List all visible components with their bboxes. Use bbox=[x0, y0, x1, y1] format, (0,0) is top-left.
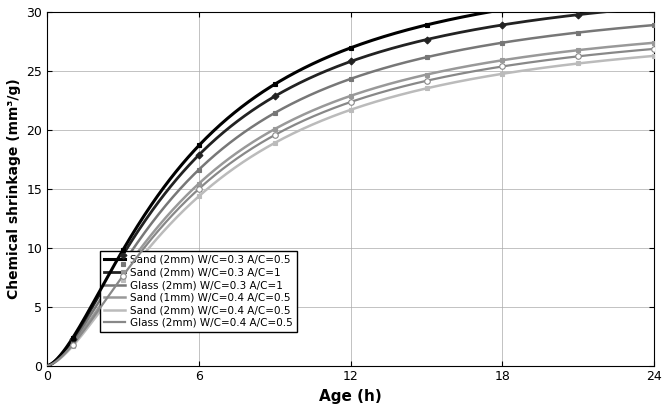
Sand (2mm) W/C=0.4 A/C=0.5 bbox=[401, 91, 409, 96]
Sand (1mm) W/C=0.4 A/C=0.5 bbox=[43, 363, 52, 368]
Line: Sand (2mm) W/C=0.3 A/C=0.5: Sand (2mm) W/C=0.3 A/C=0.5 bbox=[47, 0, 654, 366]
Sand (2mm) W/C=0.3 A/C=1 bbox=[318, 70, 326, 75]
Sand (2mm) W/C=0.4 A/C=0.5 bbox=[500, 71, 508, 76]
Sand (2mm) W/C=0.3 A/C=1 bbox=[199, 148, 207, 153]
Sand (2mm) W/C=0.4 A/C=0.5 bbox=[650, 53, 658, 58]
X-axis label: Age (h): Age (h) bbox=[319, 389, 382, 404]
Sand (2mm) W/C=0.3 A/C=1 bbox=[151, 205, 159, 210]
Sand (1mm) W/C=0.4 A/C=0.5 bbox=[199, 177, 207, 182]
Sand (1mm) W/C=0.4 A/C=0.5 bbox=[448, 67, 456, 72]
Glass (2mm) W/C=0.4 A/C=0.5 bbox=[43, 363, 52, 368]
Sand (2mm) W/C=0.3 A/C=1 bbox=[448, 31, 456, 36]
Sand (2mm) W/C=0.4 A/C=0.5 bbox=[151, 239, 159, 244]
Sand (1mm) W/C=0.4 A/C=0.5 bbox=[500, 58, 508, 62]
Glass (2mm) W/C=0.4 A/C=0.5 bbox=[650, 46, 658, 51]
Line: Sand (2mm) W/C=0.4 A/C=0.5: Sand (2mm) W/C=0.4 A/C=0.5 bbox=[47, 56, 654, 366]
Sand (1mm) W/C=0.4 A/C=0.5 bbox=[318, 104, 326, 109]
Sand (2mm) W/C=0.3 A/C=0.5 bbox=[199, 139, 207, 143]
Sand (1mm) W/C=0.4 A/C=0.5 bbox=[650, 40, 658, 45]
Sand (1mm) W/C=0.4 A/C=0.5 bbox=[151, 228, 159, 233]
Glass (2mm) W/C=0.4 A/C=0.5 bbox=[151, 233, 159, 238]
Sand (2mm) W/C=0.3 A/C=1 bbox=[401, 42, 409, 47]
Line: Glass (2mm) W/C=0.3 A/C=1: Glass (2mm) W/C=0.3 A/C=1 bbox=[47, 25, 654, 366]
Glass (2mm) W/C=0.4 A/C=0.5 bbox=[199, 182, 207, 187]
Line: Sand (1mm) W/C=0.4 A/C=0.5: Sand (1mm) W/C=0.4 A/C=0.5 bbox=[47, 43, 654, 366]
Sand (2mm) W/C=0.3 A/C=1 bbox=[43, 363, 52, 368]
Sand (2mm) W/C=0.3 A/C=0.5 bbox=[318, 57, 326, 62]
Sand (2mm) W/C=0.3 A/C=1 bbox=[500, 22, 508, 27]
Sand (2mm) W/C=0.4 A/C=0.5 bbox=[43, 363, 52, 368]
Glass (2mm) W/C=0.3 A/C=1 bbox=[448, 49, 456, 54]
Sand (2mm) W/C=0.3 A/C=0.5 bbox=[401, 28, 409, 33]
Sand (2mm) W/C=0.3 A/C=0.5 bbox=[448, 16, 456, 21]
Glass (2mm) W/C=0.3 A/C=1 bbox=[151, 217, 159, 222]
Sand (2mm) W/C=0.3 A/C=0.5 bbox=[43, 363, 52, 368]
Glass (2mm) W/C=0.3 A/C=1 bbox=[650, 23, 658, 28]
Sand (2mm) W/C=0.3 A/C=0.5 bbox=[151, 198, 159, 203]
Glass (2mm) W/C=0.3 A/C=1 bbox=[401, 60, 409, 65]
Glass (2mm) W/C=0.3 A/C=1 bbox=[43, 363, 52, 368]
Sand (2mm) W/C=0.4 A/C=0.5 bbox=[199, 190, 207, 195]
Y-axis label: Chemical shrinkage (mm³/g): Chemical shrinkage (mm³/g) bbox=[7, 79, 21, 299]
Glass (2mm) W/C=0.4 A/C=0.5 bbox=[448, 73, 456, 78]
Glass (2mm) W/C=0.3 A/C=1 bbox=[199, 163, 207, 168]
Legend: Sand (2mm) W/C=0.3 A/C=0.5, Sand (2mm) W/C=0.3 A/C=1, Glass (2mm) W/C=0.3 A/C=1,: Sand (2mm) W/C=0.3 A/C=0.5, Sand (2mm) W… bbox=[100, 251, 297, 332]
Sand (2mm) W/C=0.4 A/C=0.5 bbox=[318, 118, 326, 123]
Glass (2mm) W/C=0.4 A/C=0.5 bbox=[401, 83, 409, 88]
Glass (2mm) W/C=0.3 A/C=1 bbox=[318, 88, 326, 92]
Glass (2mm) W/C=0.3 A/C=1 bbox=[500, 40, 508, 45]
Glass (2mm) W/C=0.4 A/C=0.5 bbox=[318, 110, 326, 115]
Sand (2mm) W/C=0.3 A/C=0.5 bbox=[500, 7, 508, 12]
Sand (2mm) W/C=0.3 A/C=1 bbox=[650, 5, 658, 10]
Sand (2mm) W/C=0.4 A/C=0.5 bbox=[448, 80, 456, 85]
Line: Glass (2mm) W/C=0.4 A/C=0.5: Glass (2mm) W/C=0.4 A/C=0.5 bbox=[47, 49, 654, 366]
Sand (1mm) W/C=0.4 A/C=0.5 bbox=[401, 77, 409, 82]
Glass (2mm) W/C=0.4 A/C=0.5 bbox=[500, 64, 508, 69]
Line: Sand (2mm) W/C=0.3 A/C=1: Sand (2mm) W/C=0.3 A/C=1 bbox=[47, 7, 654, 366]
